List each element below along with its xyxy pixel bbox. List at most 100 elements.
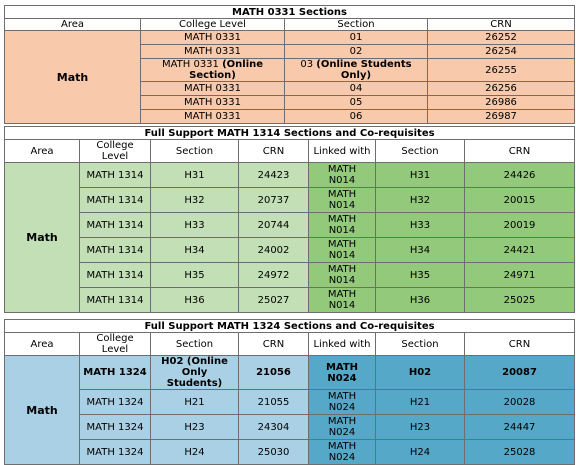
linked-subject: MATH	[327, 391, 357, 402]
college-level: MATH 0331	[184, 32, 241, 43]
crn-cell: 24304	[238, 414, 309, 440]
coreq-crn-cell: 24971	[463, 262, 576, 288]
linked-course: N014	[328, 175, 356, 186]
college-level-cell: MATH 0331	[140, 95, 285, 110]
coreq-section-cell: H24	[375, 439, 465, 465]
linked-with-cell: MATH N024	[308, 439, 376, 465]
linked-subject: MATH	[327, 214, 357, 225]
coreq-crn-cell: 20028	[463, 389, 576, 415]
college-level-cell: MATH 1314	[79, 162, 151, 188]
crn-cell: 26986	[426, 95, 576, 110]
section-cell: 04	[284, 81, 428, 96]
linked-with-cell: MATH N024	[308, 414, 376, 440]
linked-course: N014	[328, 225, 356, 236]
linked-course: N014	[328, 200, 356, 211]
college-level-note: (Online Section)	[189, 59, 264, 81]
crn-cell: 26252	[426, 30, 576, 45]
crn-cell: 26254	[426, 44, 576, 59]
coreq-section-cell: H32	[375, 187, 465, 213]
math-1314-sections-table: Full Support MATH 1314 Sections and Co-r…	[3, 126, 576, 313]
column-header-linked-with: Linked with	[308, 332, 376, 356]
linked-course: N024	[328, 452, 356, 463]
table-title: Full Support MATH 1324 Sections and Co-r…	[3, 319, 576, 333]
linked-with-cell: MATH N024	[308, 355, 376, 390]
college-level-cell: MATH 0331	[140, 81, 285, 96]
column-header-crn: CRN	[426, 18, 576, 31]
coreq-section-cell: H33	[375, 212, 465, 238]
section-cell: H32	[150, 187, 239, 213]
math-1324-sections-table: Full Support MATH 1324 Sections and Co-r…	[3, 319, 576, 465]
linked-course: N024	[328, 402, 356, 413]
area-cell: Math	[4, 355, 80, 465]
coreq-section-cell: H02	[375, 355, 465, 390]
table-row: MATH 0331 06 26987	[5, 109, 576, 124]
section-cell: H23	[150, 414, 239, 440]
college-level-cell: MATH 1314	[79, 187, 151, 213]
crn-cell: 26255	[426, 58, 576, 82]
college-level-cell: MATH 1314	[79, 212, 151, 238]
column-header-area: Area	[4, 332, 80, 356]
table-row: MATH 1324 H23 24304 MATH N024 H23 24447	[5, 414, 576, 440]
crn-cell: 20737	[238, 187, 309, 213]
linked-with-cell: MATH N014	[308, 237, 376, 263]
column-header-coreq-crn: CRN	[463, 139, 576, 163]
column-header-coreq-section: Section	[375, 139, 465, 163]
table-row: MATH 1314 H33 20744 MATH N014 H33 20019	[5, 212, 576, 238]
column-header-section: Section	[150, 332, 239, 356]
linked-subject: MATH	[327, 416, 357, 427]
section: 03	[300, 59, 314, 71]
section-cell: H34	[150, 237, 239, 263]
college-level: MATH 0331	[184, 97, 241, 108]
college-level-cell: MATH 1314	[79, 287, 151, 313]
table-row: Math MATH 1314 H31 24423 MATH N014 H31 24…	[4, 162, 576, 313]
table-title: Full Support MATH 1314 Sections and Co-r…	[3, 126, 576, 140]
coreq-crn-cell: 25028	[463, 439, 576, 465]
section-cell: H35	[150, 262, 239, 288]
table-row: MATH 1324 H21 21055 MATH N024 H21 20028	[5, 389, 576, 415]
college-level: MATH 0331	[184, 83, 241, 94]
linked-subject: MATH	[327, 164, 357, 175]
section-cell: H36	[150, 287, 239, 313]
linked-course: N024	[328, 427, 356, 438]
coreq-crn-cell: 24421	[463, 237, 576, 263]
linked-with-cell: MATH N014	[308, 287, 376, 313]
crn-cell: 21056	[238, 355, 309, 390]
section: 04	[349, 83, 363, 94]
coreq-section-cell: H31	[375, 162, 465, 188]
table-row: MATH 1314 H32 20737 MATH N014 H32 20015	[5, 187, 576, 213]
crn-cell: 24423	[238, 162, 309, 188]
table-row: Math MATH 0331 01 26252	[4, 30, 576, 124]
table-row: Math MATH 1324 H02 (Online Only Students…	[4, 355, 576, 465]
college-level-cell: MATH 1324	[79, 414, 151, 440]
section: 05	[349, 97, 363, 108]
linked-course: N014	[328, 275, 356, 286]
linked-with-cell: MATH N014	[308, 262, 376, 288]
column-header-linked-with: Linked with	[308, 139, 376, 163]
coreq-crn-cell: 20015	[463, 187, 576, 213]
linked-subject: MATH	[325, 361, 359, 373]
section-cell: H02 (Online Only Students)	[150, 355, 239, 390]
section-note: (Online Students Only)	[316, 59, 412, 81]
linked-with-cell: MATH N014	[308, 212, 376, 238]
linked-subject: MATH	[327, 441, 357, 452]
college-level-cell: MATH 1324	[79, 389, 151, 415]
column-header-section: Section	[150, 139, 239, 163]
section: 02	[349, 46, 363, 57]
college-level-cell: MATH 0331	[140, 44, 285, 59]
crn-cell: 26987	[426, 109, 576, 124]
college-level-cell: MATH 1324	[79, 355, 151, 390]
coreq-section-cell: H35	[375, 262, 465, 288]
linked-subject: MATH	[327, 264, 357, 275]
section-cell: H31	[150, 162, 239, 188]
coreq-crn-cell: 24447	[463, 414, 576, 440]
section-cell: H24	[150, 439, 239, 465]
coreq-crn-cell: 20019	[463, 212, 576, 238]
crn-cell: 26256	[426, 81, 576, 96]
crn-cell: 25027	[238, 287, 309, 313]
linked-subject: MATH	[327, 289, 357, 300]
coreq-crn-cell: 25025	[463, 287, 576, 313]
section-cell: 01	[284, 30, 428, 45]
linked-with-cell: MATH N014	[308, 162, 376, 188]
column-header-coreq-crn: CRN	[463, 332, 576, 356]
crn-cell: 21055	[238, 389, 309, 415]
